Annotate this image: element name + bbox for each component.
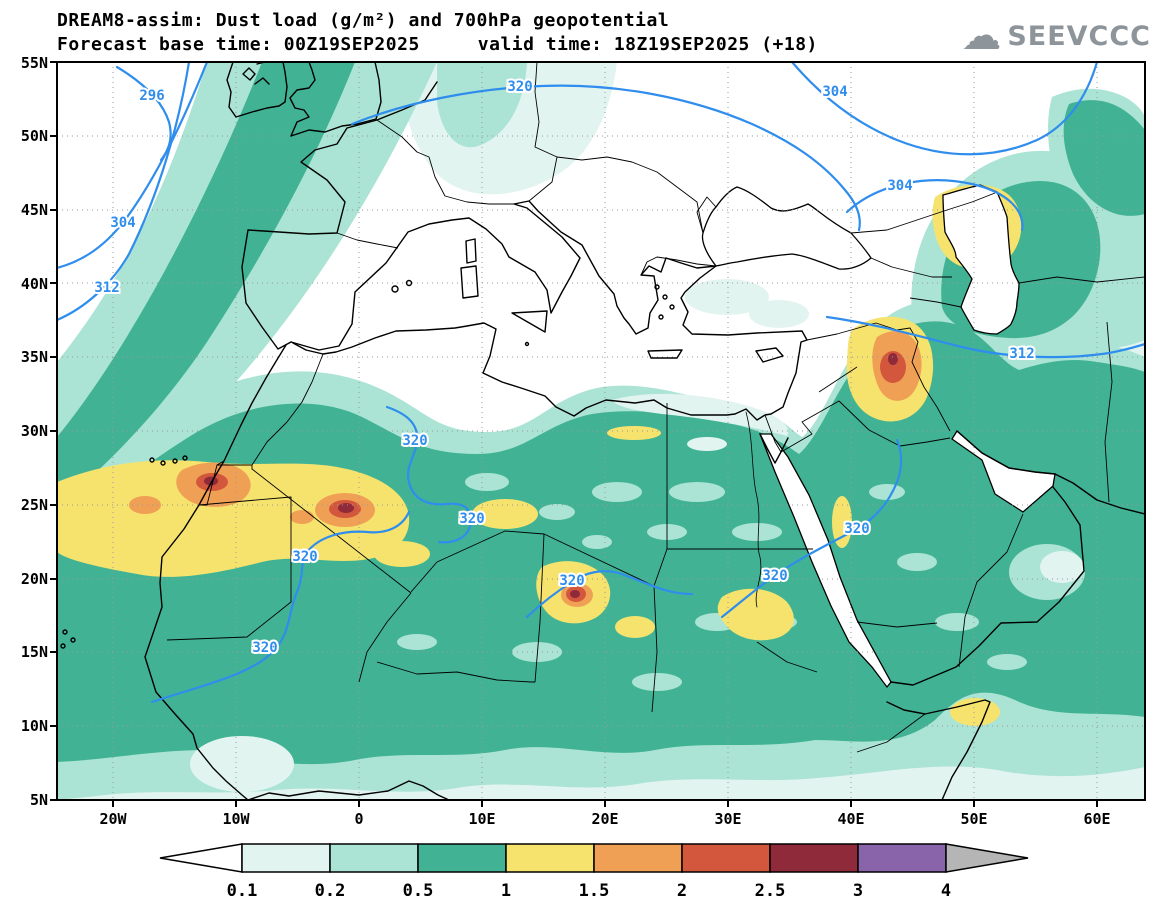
map-area: 296 304 304 304 312 312 320 320 320 320 … bbox=[50, 61, 1146, 807]
geopotential-label: 312 bbox=[1009, 346, 1034, 362]
turkey-levant-africa-coast bbox=[292, 265, 808, 421]
lat-label: 35N bbox=[21, 348, 48, 366]
colorbar-left-arrow bbox=[159, 843, 243, 873]
colorbar-level: 2.5 bbox=[755, 881, 786, 901]
lat-label: 5N bbox=[30, 791, 48, 809]
contour-312-west bbox=[57, 62, 191, 322]
lon-label: 10E bbox=[468, 810, 495, 828]
seevccc-logo: ☁ SEEVCCC bbox=[961, 16, 1151, 56]
red-sea bbox=[759, 433, 892, 689]
lon-label: 20W bbox=[99, 810, 127, 828]
lat-label: 45N bbox=[21, 201, 48, 219]
geopotential-label: 296 bbox=[139, 88, 164, 104]
ireland-coast bbox=[226, 62, 288, 118]
lon-label: 40E bbox=[837, 810, 864, 828]
valid-time: valid time: 18Z19SEP2025 (+18) bbox=[477, 34, 818, 55]
geopotential-label: 312 bbox=[94, 280, 119, 296]
geopotential-label: 320 bbox=[762, 568, 787, 584]
geopotential-label: 320 bbox=[402, 433, 427, 449]
lat-label: 50N bbox=[21, 127, 48, 145]
colorbar-level: 1.5 bbox=[579, 881, 610, 901]
contour-320-chad bbox=[525, 570, 694, 619]
sinai-coast bbox=[759, 433, 789, 464]
geopotential-label: 320 bbox=[844, 521, 869, 537]
iran-coast bbox=[956, 430, 1145, 515]
mediterranean-north-coast bbox=[290, 200, 717, 351]
lon-label: 60E bbox=[1083, 810, 1110, 828]
lon-label: 0 bbox=[354, 810, 363, 828]
colorbar-level: 4 bbox=[941, 881, 951, 901]
geopotential-contours bbox=[57, 62, 1145, 704]
geopotential-labels: 296 304 304 304 312 312 320 320 320 320 … bbox=[92, 77, 1036, 658]
geopotential-label: 304 bbox=[822, 84, 847, 100]
cloud-icon: ☁ bbox=[961, 13, 1002, 59]
caspian-sea bbox=[942, 184, 1020, 335]
lat-label: 10N bbox=[21, 717, 48, 735]
colorbar-boxes bbox=[241, 843, 947, 873]
colorbar-labels: 0.1 0.2 0.5 1 1.5 2 2.5 3 4 bbox=[227, 881, 951, 901]
lon-axis: 20W 10W 0 10E 20E 30E 40E 50E 60E bbox=[99, 810, 1110, 828]
colorbar-level: 0.5 bbox=[403, 881, 434, 901]
nile-river bbox=[745, 411, 762, 608]
geopotential-label: 304 bbox=[887, 178, 912, 194]
colorbar-level: 3 bbox=[853, 881, 863, 901]
lon-label: 30E bbox=[714, 810, 741, 828]
black-sea bbox=[701, 186, 872, 270]
contour-320-north bbox=[350, 84, 861, 232]
geopotential-label: 320 bbox=[459, 511, 484, 527]
contour-320-west-africa bbox=[150, 510, 411, 704]
lon-label: 10W bbox=[222, 810, 250, 828]
axis-ticks bbox=[50, 61, 1098, 807]
contour-320-central-africa bbox=[385, 405, 473, 544]
contour-320-sudan-arabia bbox=[720, 438, 903, 619]
lat-label: 15N bbox=[21, 643, 48, 661]
colorbar-level: 2 bbox=[677, 881, 687, 901]
logo-text: SEEVCCC bbox=[1007, 20, 1151, 52]
islands bbox=[60, 238, 784, 649]
colorbar: 0.1 0.2 0.5 1 1.5 2 2.5 3 4 bbox=[159, 843, 1029, 901]
geopotential-label: 320 bbox=[559, 573, 584, 589]
arabia-coast bbox=[890, 486, 1085, 686]
lat-axis: 55N 50N 45N 40N 35N 30N 25N 20N 15N 10N … bbox=[21, 54, 48, 809]
geopotential-label: 320 bbox=[507, 79, 532, 95]
contour-304-west bbox=[57, 62, 209, 270]
contour-304-east bbox=[790, 62, 1099, 156]
border-layer bbox=[166, 62, 1145, 753]
contour-304-caucasus bbox=[845, 179, 1024, 232]
lat-label: 20N bbox=[21, 570, 48, 588]
gulf-of-guinea-coast bbox=[247, 780, 450, 800]
forecast-base-time: Forecast base time: 00Z19SEP2025 bbox=[57, 34, 420, 55]
contour-296 bbox=[115, 65, 172, 162]
horn-of-africa-coast bbox=[886, 699, 991, 800]
colorbar-level: 0.1 bbox=[227, 881, 258, 901]
lat-label: 30N bbox=[21, 422, 48, 440]
sea-fill-layer bbox=[701, 184, 1056, 689]
colorbar-right-arrow bbox=[945, 843, 1029, 873]
page-title: DREAM8-assim: Dust load (g/m²) and 700hP… bbox=[57, 10, 670, 31]
lat-label: 25N bbox=[21, 496, 48, 514]
lon-label: 20E bbox=[591, 810, 618, 828]
colorbar-level: 0.2 bbox=[315, 881, 346, 901]
colorbar-level: 1 bbox=[501, 881, 511, 901]
geopotential-label: 304 bbox=[110, 215, 135, 231]
contour-312-east bbox=[825, 315, 1145, 359]
lat-label: 55N bbox=[21, 54, 48, 72]
subtitle-row: Forecast base time: 00Z19SEP2025 valid t… bbox=[57, 34, 818, 55]
dust-fill-layer: 296 304 304 304 312 312 320 320 320 320 … bbox=[57, 62, 1145, 800]
west-africa-coast bbox=[144, 344, 287, 800]
geopotential-label: 320 bbox=[292, 549, 317, 565]
lon-label: 50E bbox=[960, 810, 987, 828]
uk-coast bbox=[289, 62, 382, 137]
lat-label: 40N bbox=[21, 275, 48, 293]
geopotential-label: 320 bbox=[252, 640, 277, 656]
